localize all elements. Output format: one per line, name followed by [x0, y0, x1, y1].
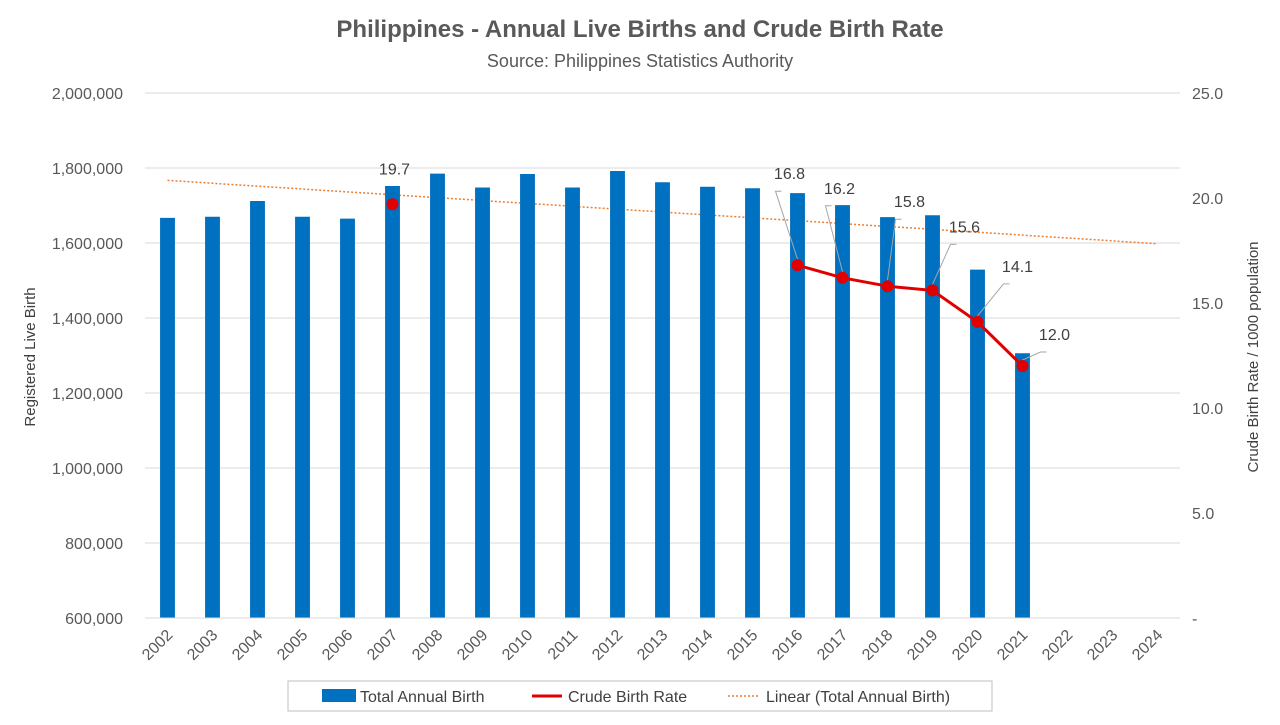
label-leader	[932, 243, 957, 285]
data-label: 16.2	[824, 181, 855, 198]
label-leader-lines	[774, 190, 1047, 361]
line-point	[971, 315, 984, 328]
x-tick-label: 2022	[1039, 627, 1076, 664]
line-point	[791, 259, 804, 272]
x-tick-label: 2020	[949, 627, 986, 664]
x-tick-label: 2006	[319, 627, 356, 664]
y-left-tick-label: 2,000,000	[52, 86, 123, 103]
x-tick-label: 2003	[184, 627, 221, 664]
bar	[520, 174, 535, 618]
x-tick-label: 2007	[364, 627, 401, 664]
bar	[655, 182, 670, 618]
y-left-tick-label: 800,000	[65, 536, 123, 553]
x-tick-label: 2015	[724, 627, 761, 664]
line-point	[386, 198, 399, 211]
y-left-axis-title: Registered Live Birth	[22, 287, 39, 426]
x-tick-label: 2021	[994, 627, 1031, 664]
x-tick-label: 2013	[634, 627, 671, 664]
bar	[385, 186, 400, 618]
x-tick-label: 2004	[229, 627, 266, 664]
y-left-tick-label: 1,400,000	[52, 311, 123, 328]
bar	[880, 217, 895, 618]
axes: 600,000 800,000 1,000,000 1,200,000 1,400,00…	[52, 86, 1223, 664]
label-leader	[774, 190, 798, 260]
line-point	[836, 271, 849, 284]
label-leader	[1022, 351, 1047, 361]
data-label: 19.7	[379, 161, 410, 178]
y-right-tick-label: -	[1192, 611, 1197, 628]
legend-box	[287, 680, 993, 712]
x-tick-label: 2008	[409, 627, 446, 664]
y-right-tick-label: 20.0	[1192, 191, 1223, 208]
legend-label-trend: Linear (Total Annual Birth)	[766, 689, 950, 706]
chart-subtitle: Source: Philippines Statistics Authority	[487, 51, 793, 71]
x-tick-label: 2010	[499, 627, 536, 664]
data-label: 14.1	[1002, 259, 1033, 276]
bar	[205, 216, 220, 618]
y-left-tick-label: 1,600,000	[52, 236, 123, 253]
bar	[835, 205, 850, 618]
bar-series	[160, 171, 1030, 618]
legend: Total Annual Birth Crude Birth Rate Line…	[287, 680, 993, 712]
bar	[1015, 353, 1030, 618]
y-right-tick-label: 15.0	[1192, 296, 1223, 313]
x-tick-label: 2023	[1084, 627, 1121, 664]
x-tick-label: 2016	[769, 627, 806, 664]
data-label: 12.0	[1039, 327, 1070, 344]
data-label: 15.6	[949, 219, 980, 236]
y-right-axis-title: Crude Birth Rate / 1000 population	[1245, 242, 1262, 473]
bar	[295, 216, 310, 618]
x-tick-label: 2018	[859, 627, 896, 664]
y-right-tick-label: 5.0	[1192, 506, 1214, 523]
bar	[430, 173, 445, 618]
legend-swatch-bar	[322, 689, 356, 702]
x-tick-label: 2005	[274, 627, 311, 664]
bar	[745, 188, 760, 618]
bar	[250, 201, 265, 618]
chart-title: Philippines - Annual Live Births and Cru…	[336, 16, 943, 43]
legend-label-line: Crude Birth Rate	[568, 689, 687, 706]
x-tick-label: 2019	[904, 627, 941, 664]
data-labels: 19.7 16.8 16.2 15.8 15.6 14.1 12.0	[379, 161, 1070, 344]
line-point	[926, 284, 939, 297]
data-label: 16.8	[774, 166, 805, 183]
x-tick-label: 2012	[589, 627, 626, 664]
bar	[340, 218, 355, 618]
bar	[160, 217, 175, 618]
bar	[790, 193, 805, 618]
x-tick-label: 2024	[1129, 627, 1166, 664]
y-left-tick-label: 1,800,000	[52, 161, 123, 178]
y-left-tick-label: 600,000	[65, 611, 123, 628]
x-tick-label: 2014	[679, 627, 716, 664]
bar	[700, 186, 715, 618]
y-right-tick-label: 25.0	[1192, 86, 1223, 103]
label-leader	[824, 205, 843, 272]
bar	[475, 187, 490, 618]
bar	[610, 171, 625, 618]
bar	[970, 269, 985, 618]
data-label: 15.8	[894, 194, 925, 211]
line-series	[386, 198, 1029, 372]
label-leader	[887, 218, 902, 281]
bar	[925, 215, 940, 618]
line-point	[1016, 360, 1029, 372]
line-point	[881, 280, 894, 293]
x-tick-label: 2009	[454, 627, 491, 664]
line-path	[797, 263, 1024, 368]
x-tick-label: 2002	[139, 627, 176, 664]
y-left-tick-label: 1,000,000	[52, 461, 123, 478]
bar	[565, 187, 580, 618]
x-tick-label: 2011	[545, 627, 581, 663]
label-leader	[977, 283, 1010, 317]
y-right-tick-label: 10.0	[1192, 401, 1223, 418]
x-tick-label: 2017	[814, 627, 851, 664]
y-left-tick-label: 1,200,000	[52, 386, 123, 403]
legend-label-bar: Total Annual Birth	[360, 689, 485, 706]
